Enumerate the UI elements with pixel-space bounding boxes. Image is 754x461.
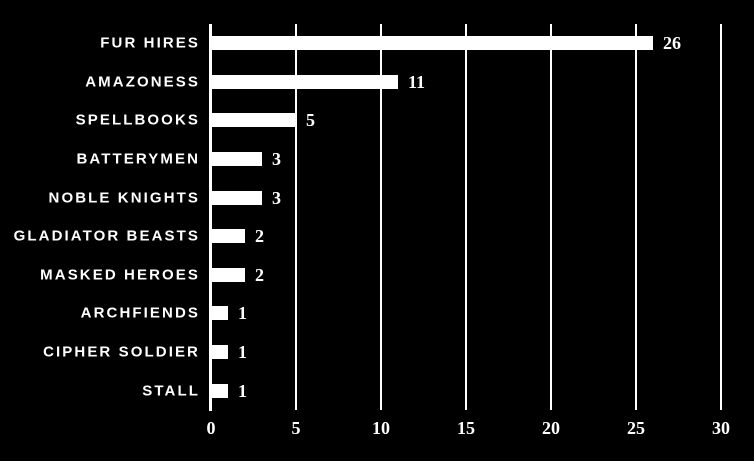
- gridline-10: [380, 24, 382, 410]
- category-label: FUR HIRES: [100, 34, 200, 52]
- bar-value-label: 1: [238, 303, 247, 324]
- bar-row[interactable]: NOBLE KNIGHTS 3: [0, 178, 754, 217]
- bar-row[interactable]: MASKED HEROES 2: [0, 256, 754, 295]
- bar[interactable]: [211, 383, 228, 398]
- bar-value-label: 3: [272, 149, 281, 170]
- bar[interactable]: [211, 190, 262, 205]
- category-label: CIPHER SOLDIER: [43, 343, 200, 361]
- gridline-20: [550, 24, 552, 410]
- x-tick-label-15: 15: [457, 418, 475, 438]
- bar-value-label: 26: [663, 33, 681, 54]
- gridline-25: [635, 24, 637, 410]
- bar-value-label: 3: [272, 187, 281, 208]
- value-axis-line: [209, 24, 212, 411]
- category-label: SPELLBOOKS: [75, 111, 200, 129]
- x-tick-label-10: 10: [372, 418, 390, 438]
- bar-value-label: 2: [255, 264, 264, 285]
- bar[interactable]: [211, 113, 296, 128]
- x-tick-label-25: 25: [627, 418, 645, 438]
- x-tick-label-30: 30: [712, 418, 730, 438]
- category-label: BATTERYMEN: [76, 150, 200, 168]
- bar[interactable]: [211, 267, 245, 282]
- x-tick-label-20: 20: [542, 418, 560, 438]
- category-label: STALL: [142, 382, 200, 400]
- bar-value-label: 5: [306, 110, 315, 131]
- bar-value-label: 2: [255, 226, 264, 247]
- bar[interactable]: [211, 345, 228, 360]
- bar-value-label: 1: [238, 342, 247, 363]
- bar[interactable]: [211, 152, 262, 167]
- bar-row[interactable]: STALL 1: [0, 371, 754, 410]
- bar-row[interactable]: ARCHFIENDS 1: [0, 294, 754, 333]
- x-tick-label-0: 0: [206, 418, 216, 438]
- category-label: ARCHFIENDS: [80, 304, 200, 322]
- x-tick-label-5: 5: [291, 418, 301, 438]
- category-label: AMAZONESS: [85, 73, 200, 91]
- bar-row[interactable]: CIPHER SOLDIER 1: [0, 333, 754, 372]
- bar[interactable]: [211, 74, 398, 89]
- bar[interactable]: [211, 306, 228, 321]
- bar-value-label: 11: [408, 71, 426, 92]
- bar-row[interactable]: BATTERYMEN 3: [0, 140, 754, 179]
- bar[interactable]: [211, 36, 653, 51]
- category-label: NOBLE KNIGHTS: [48, 189, 200, 207]
- bar-row[interactable]: FUR HIRES 26: [0, 24, 754, 63]
- gridline-15: [465, 24, 467, 410]
- bar-row[interactable]: AMAZONESS 11: [0, 63, 754, 102]
- bar-value-label: 1: [238, 380, 247, 401]
- bar-row[interactable]: GLADIATOR BEASTS 2: [0, 217, 754, 256]
- gridline-5: [295, 24, 297, 410]
- bar[interactable]: [211, 229, 245, 244]
- category-label: MASKED HEROES: [40, 266, 200, 284]
- bar-row[interactable]: SPELLBOOKS 5: [0, 101, 754, 140]
- category-label: GLADIATOR BEASTS: [13, 227, 200, 245]
- gridline-30: [720, 24, 722, 410]
